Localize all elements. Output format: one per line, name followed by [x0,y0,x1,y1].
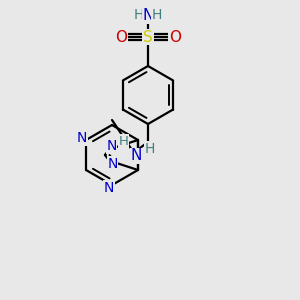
Text: S: S [143,29,153,44]
Text: N: N [130,148,142,164]
Text: O: O [169,29,181,44]
Text: N: N [104,181,114,195]
Text: N: N [77,131,87,145]
Text: H: H [134,8,144,22]
Text: H: H [152,8,162,22]
Text: H: H [145,142,155,156]
Text: H: H [118,135,128,148]
Text: N: N [142,8,154,23]
Text: N: N [106,139,117,153]
Text: O: O [115,29,127,44]
Text: N: N [107,157,118,171]
